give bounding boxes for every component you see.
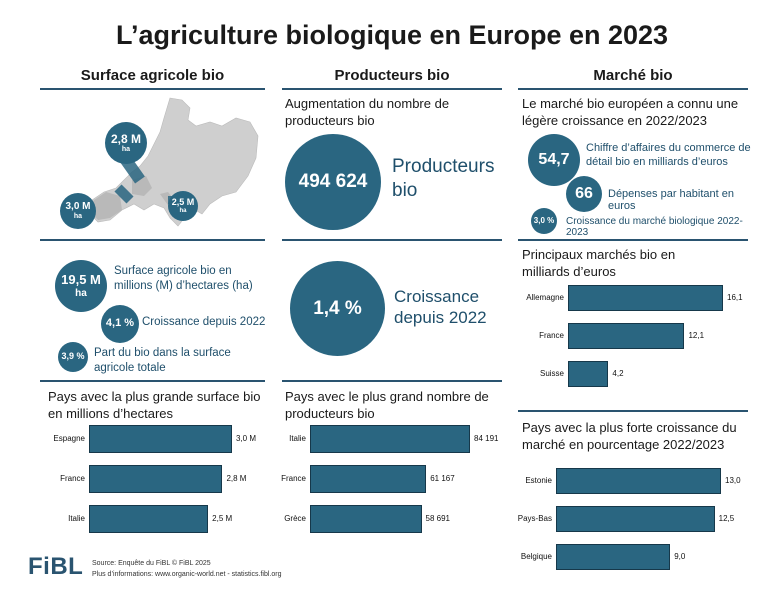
bar-category-label: Estonie	[525, 476, 552, 485]
column-header-surface: Surface agricole bio	[80, 67, 225, 84]
chart-markets: Allemagne 16,1 France 12,1 Suisse 4,2	[512, 285, 752, 400]
surface-share-label: Part du bio dans la surface agricole tot…	[94, 347, 231, 374]
chart-title-surface: Pays avec la plus grande surface bio en …	[48, 389, 261, 421]
surface-total-value: 19,5 M	[61, 271, 101, 287]
map-bubble-france: 2,8 M ha	[105, 122, 147, 164]
bar-category-label: France	[60, 474, 85, 483]
bar-category-label: Belgique	[520, 552, 552, 561]
surface-total-bubble: 19,5 M ha	[55, 260, 107, 312]
bar-value-label: 9,0	[674, 552, 686, 561]
map-bubble-value: 2,8 M	[110, 132, 141, 147]
chart-title-markets: Principaux marchés bio en milliards d’eu…	[522, 247, 676, 279]
surface-share-value: 3,9 %	[61, 351, 85, 362]
bar-value-label: 2,5 M	[212, 514, 233, 523]
producers-count-bubble: 494 624	[285, 134, 381, 230]
surface-growth-bubble: 4,1 %	[101, 305, 139, 343]
map-bubble-spain: 3,0 M ha	[60, 193, 96, 229]
map-bubble-italy: 2,5 M ha	[168, 191, 198, 221]
bar-category-label: Espagne	[53, 434, 85, 443]
bar-value-label: 2,8 M	[226, 474, 247, 483]
bar-value-label: 4,2	[612, 369, 624, 378]
chart-producers: Italie 84 191 France 61 167 Grèce 58 691	[276, 425, 506, 555]
footer-more-info: Plus d’informations: www.organic-world.n…	[92, 571, 282, 578]
bar	[310, 505, 422, 533]
bar	[310, 465, 427, 493]
surface-total-label: Surface agricole bio en millions (M) d’h…	[114, 265, 253, 292]
divider	[282, 380, 502, 382]
surface-growth-value: 4,1 %	[105, 317, 135, 330]
divider	[518, 239, 748, 241]
bar-category-label: France	[281, 474, 306, 483]
market-intro: Le marché bio européen a connu une légèr…	[522, 96, 739, 128]
divider	[282, 239, 502, 241]
bar-value-label: 16,1	[727, 293, 743, 302]
divider	[518, 410, 748, 412]
page-title: L’agriculture biologique en Europe en 20…	[115, 20, 669, 50]
bar	[310, 425, 470, 453]
bar-category-label: Grèce	[284, 514, 306, 523]
bar	[568, 285, 723, 311]
surface-share-bubble: 3,9 %	[58, 342, 88, 372]
surface-growth-label: Croissance depuis 2022	[142, 316, 266, 328]
market-per-capita-bubble: 66	[566, 176, 602, 212]
bar	[568, 323, 685, 349]
column-header-producers: Producteurs bio	[334, 67, 450, 84]
bar-value-label: 13,0	[725, 476, 741, 485]
divider	[518, 88, 748, 90]
fibl-logo: FiBL	[28, 553, 84, 580]
map-bubble-unit: ha	[121, 145, 131, 153]
market-growth-value: 3,0 %	[533, 215, 555, 225]
bar-value-label: 58 691	[425, 514, 450, 523]
market-turnover-bubble: 54,7	[528, 134, 580, 186]
market-turnover-value: 54,7	[538, 150, 570, 168]
market-growth-bubble: 3,0 %	[531, 208, 557, 234]
producers-intro: Augmentation du nombre de producteurs bi…	[285, 96, 450, 128]
bar	[556, 544, 671, 570]
bar	[556, 506, 715, 532]
map-bubble-unit: ha	[179, 207, 187, 214]
bar-value-label: 3,0 M	[236, 434, 257, 443]
bar	[89, 505, 209, 533]
bar	[89, 465, 223, 493]
divider	[40, 88, 265, 90]
bar-category-label: Suisse	[539, 369, 564, 378]
column-header-market: Marché bio	[593, 67, 673, 84]
bar-category-label: Italie	[289, 434, 306, 443]
market-per-capita-label: Dépenses par habitant en euros	[608, 188, 734, 212]
divider	[282, 88, 502, 90]
bar-category-label: Pays-Bas	[517, 514, 552, 523]
producers-growth-value: 1,4 %	[313, 297, 362, 319]
market-turnover-label: Chiffre d’affaires du commerce de détail…	[586, 142, 751, 169]
divider	[40, 239, 265, 241]
map-bubble-unit: ha	[73, 212, 83, 220]
bar-value-label: 61 167	[430, 474, 455, 483]
bar-category-label: Italie	[68, 514, 85, 523]
bar-category-label: France	[539, 331, 564, 340]
bar	[89, 425, 232, 453]
market-per-capita-value: 66	[575, 184, 593, 202]
footer-source: Source: Enquête du FiBL © FiBL 2025	[92, 560, 211, 567]
chart-surface: Espagne 3,0 M France 2,8 M Italie 2,5 M	[40, 425, 270, 555]
map-bubble-value: 2,5 M	[171, 197, 195, 208]
bar	[556, 468, 721, 494]
map-bubble-value: 3,0 M	[65, 201, 91, 213]
producers-count-value: 494 624	[298, 171, 368, 193]
chart-growth: Estonie 13,0 Pays-Bas 12,5 Belgique 9,0	[512, 468, 752, 580]
market-growth-label: Croissance du marché biologique 2022-202…	[566, 216, 743, 238]
producers-count-label: Producteurs bio	[392, 156, 495, 201]
bar-value-label: 12,5	[718, 514, 735, 523]
bar-value-label: 84 191	[474, 434, 499, 443]
divider	[40, 380, 265, 382]
producers-growth-bubble: 1,4 %	[290, 261, 385, 356]
surface-total-unit: ha	[75, 287, 87, 299]
bar-value-label: 12,1	[688, 331, 705, 340]
chart-title-growth: Pays avec la plus forte croissance du ma…	[522, 420, 737, 452]
bar	[568, 361, 609, 387]
producers-growth-label: Croissance depuis 2022	[394, 287, 487, 328]
bar-category-label: Allemagne	[526, 293, 564, 302]
chart-title-producers: Pays avec le plus grand nombre de produc…	[285, 389, 489, 421]
